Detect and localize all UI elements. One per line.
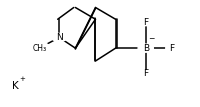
- Circle shape: [28, 42, 50, 54]
- Circle shape: [139, 71, 151, 77]
- Text: K: K: [12, 81, 18, 91]
- Text: −: −: [147, 35, 154, 44]
- Text: F: F: [142, 18, 148, 27]
- Circle shape: [165, 45, 177, 51]
- Circle shape: [137, 44, 153, 52]
- Text: F: F: [142, 69, 148, 78]
- Circle shape: [51, 33, 67, 42]
- Text: B: B: [142, 44, 148, 53]
- Circle shape: [139, 19, 151, 26]
- Text: CH₃: CH₃: [32, 44, 46, 53]
- Text: F: F: [168, 44, 174, 53]
- Text: +: +: [20, 76, 26, 82]
- Text: N: N: [56, 33, 62, 42]
